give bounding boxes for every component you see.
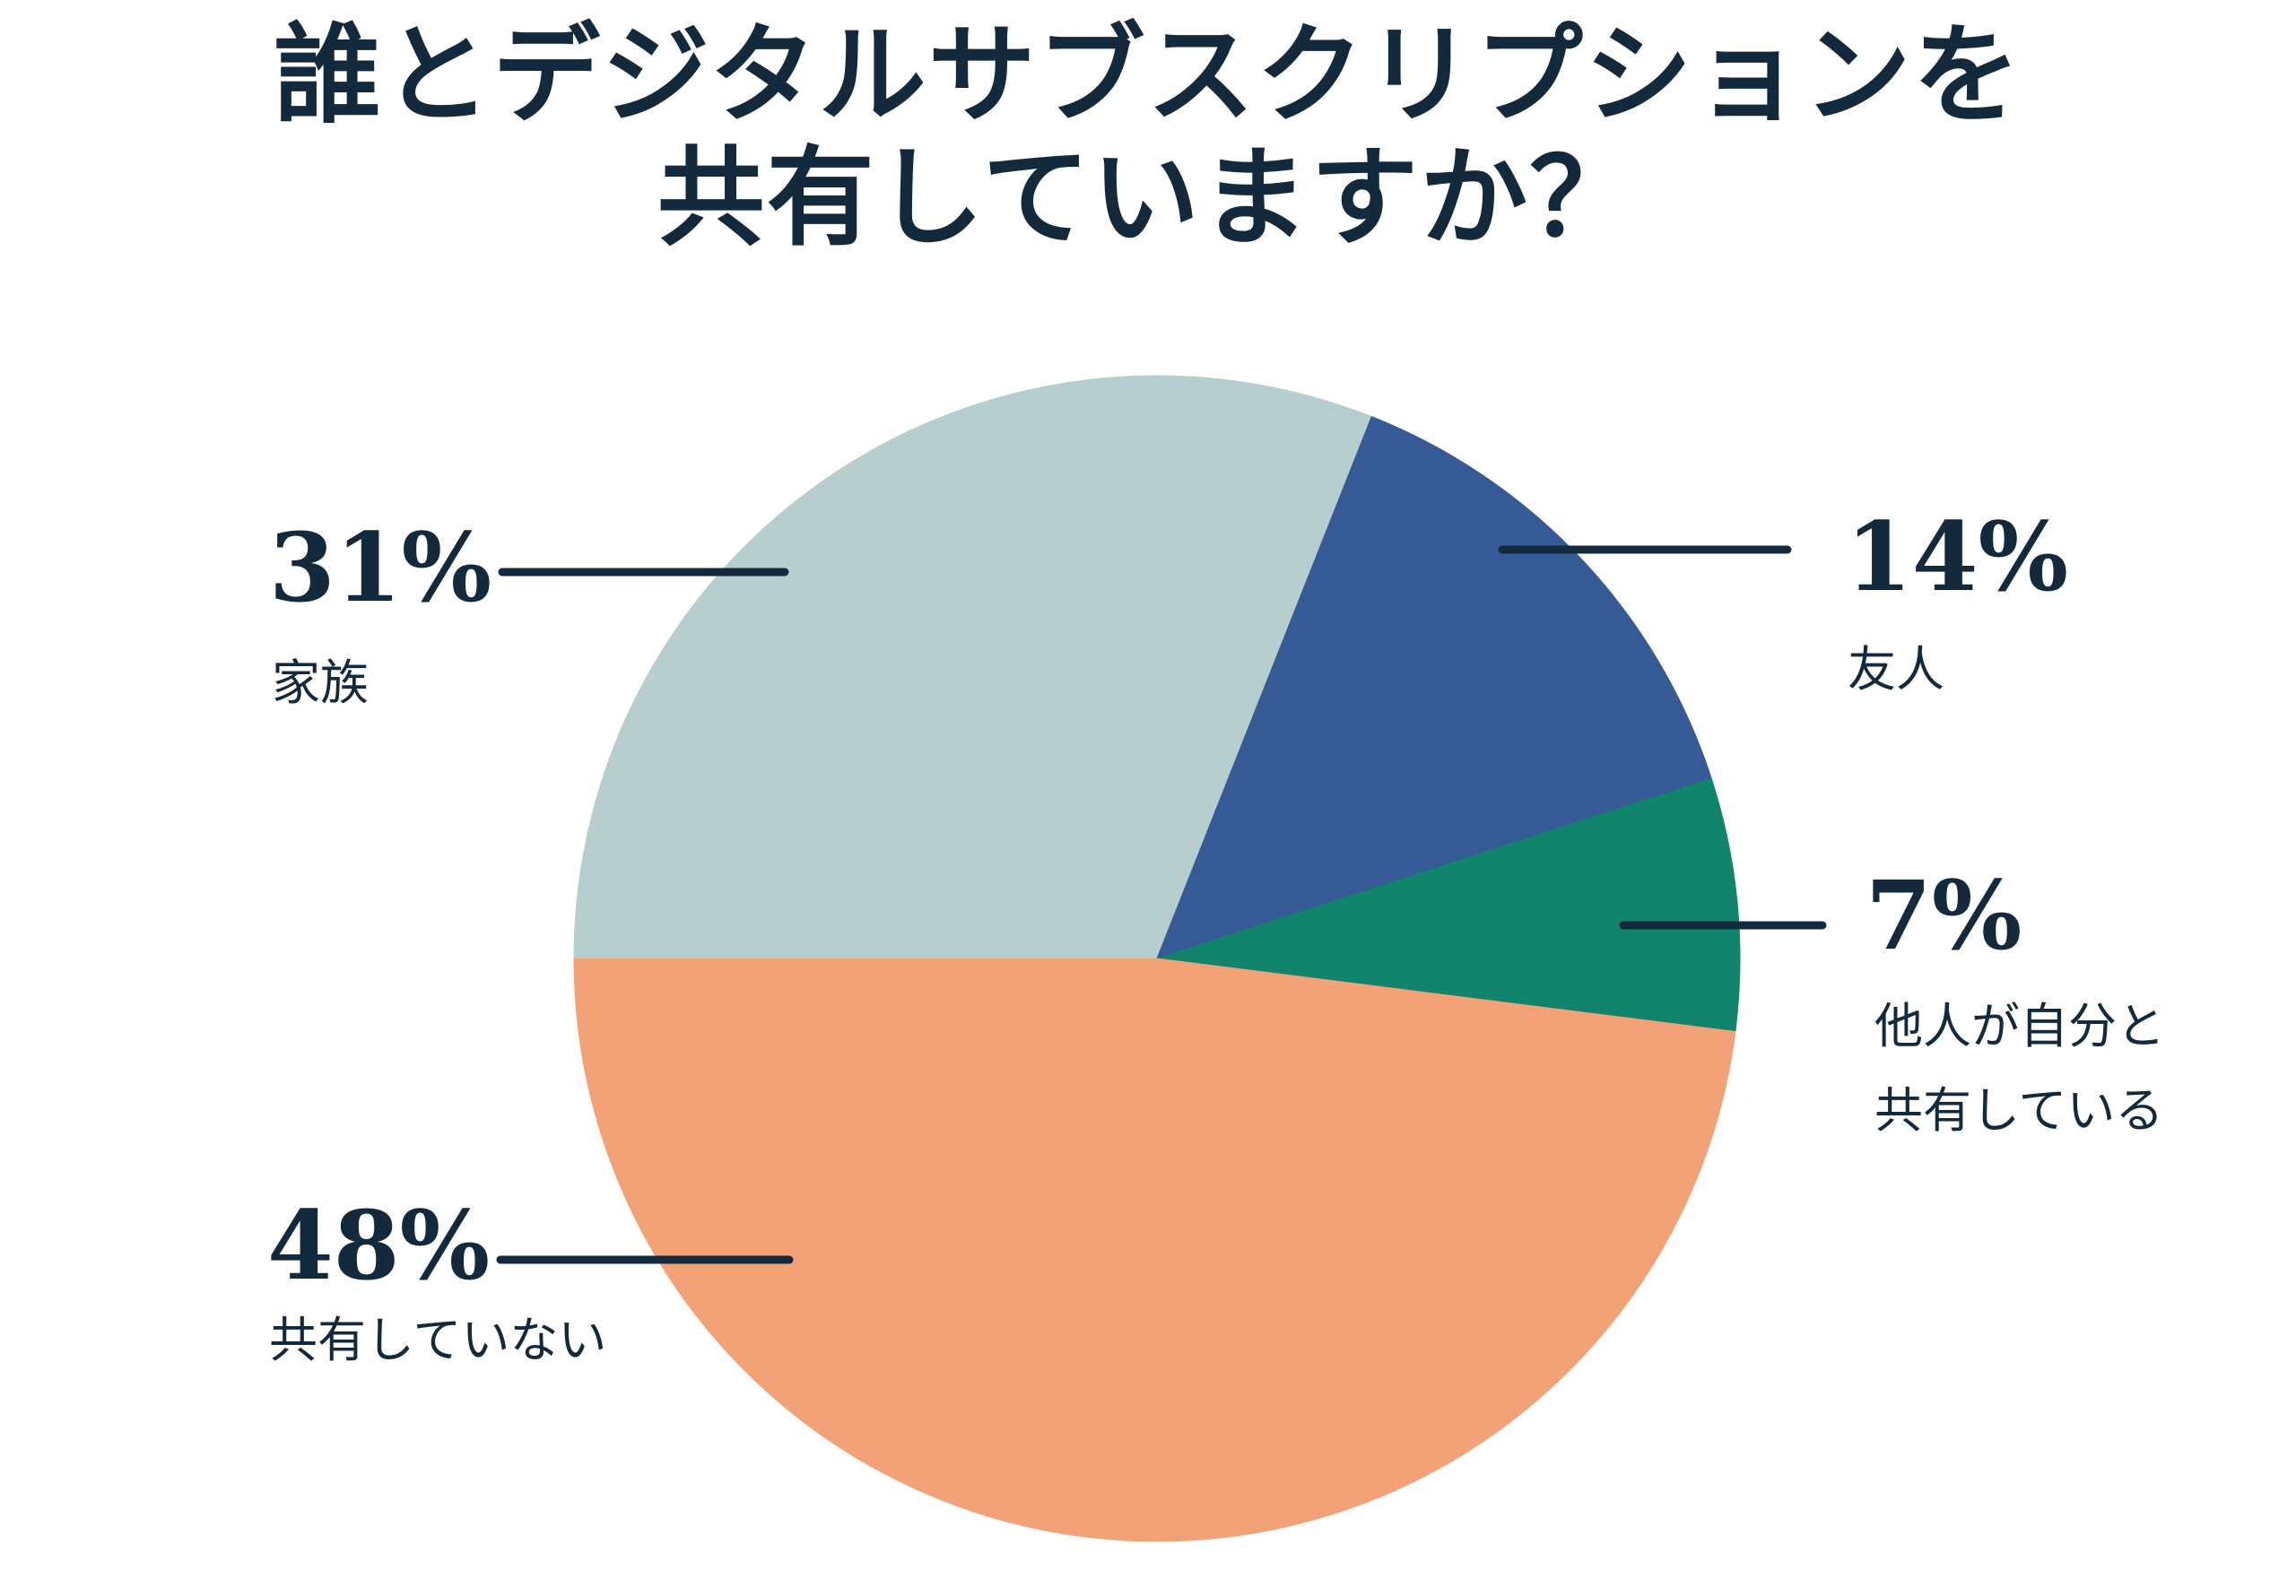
slice-label-others-share-line-1: 他人が自分と xyxy=(1874,1000,2165,1054)
slice-label-others-share: 他人が自分と 共有している xyxy=(1874,984,2165,1153)
pie-slices-group xyxy=(573,375,1741,1542)
page-title: 誰とデジタルサブスクリプションを 共有していますか？ xyxy=(0,14,2296,260)
slice-label-not-sharing: 共有していない xyxy=(269,1314,607,1367)
percent-label-not-sharing: 48% xyxy=(267,1189,491,1301)
page-title-line-2: 共有していますか？ xyxy=(657,138,1639,258)
slice-label-family: 家族 xyxy=(272,656,369,710)
pie-slice-3 xyxy=(573,958,1736,1542)
pie-slice-0 xyxy=(573,375,1372,959)
slice-label-friends: 友人 xyxy=(1848,643,1944,697)
leader-lines-group xyxy=(496,545,1827,1264)
percent-label-others-share: 7% xyxy=(1866,859,2022,971)
pie-slice-2 xyxy=(1156,777,1741,1033)
page-title-line-1: 誰とデジタルサブスクリプションを xyxy=(274,15,2022,135)
percent-label-family: 31% xyxy=(269,511,492,623)
slice-label-others-share-line-2: 共有している xyxy=(1874,1084,2164,1138)
percent-label-friends: 14% xyxy=(1846,500,2069,612)
